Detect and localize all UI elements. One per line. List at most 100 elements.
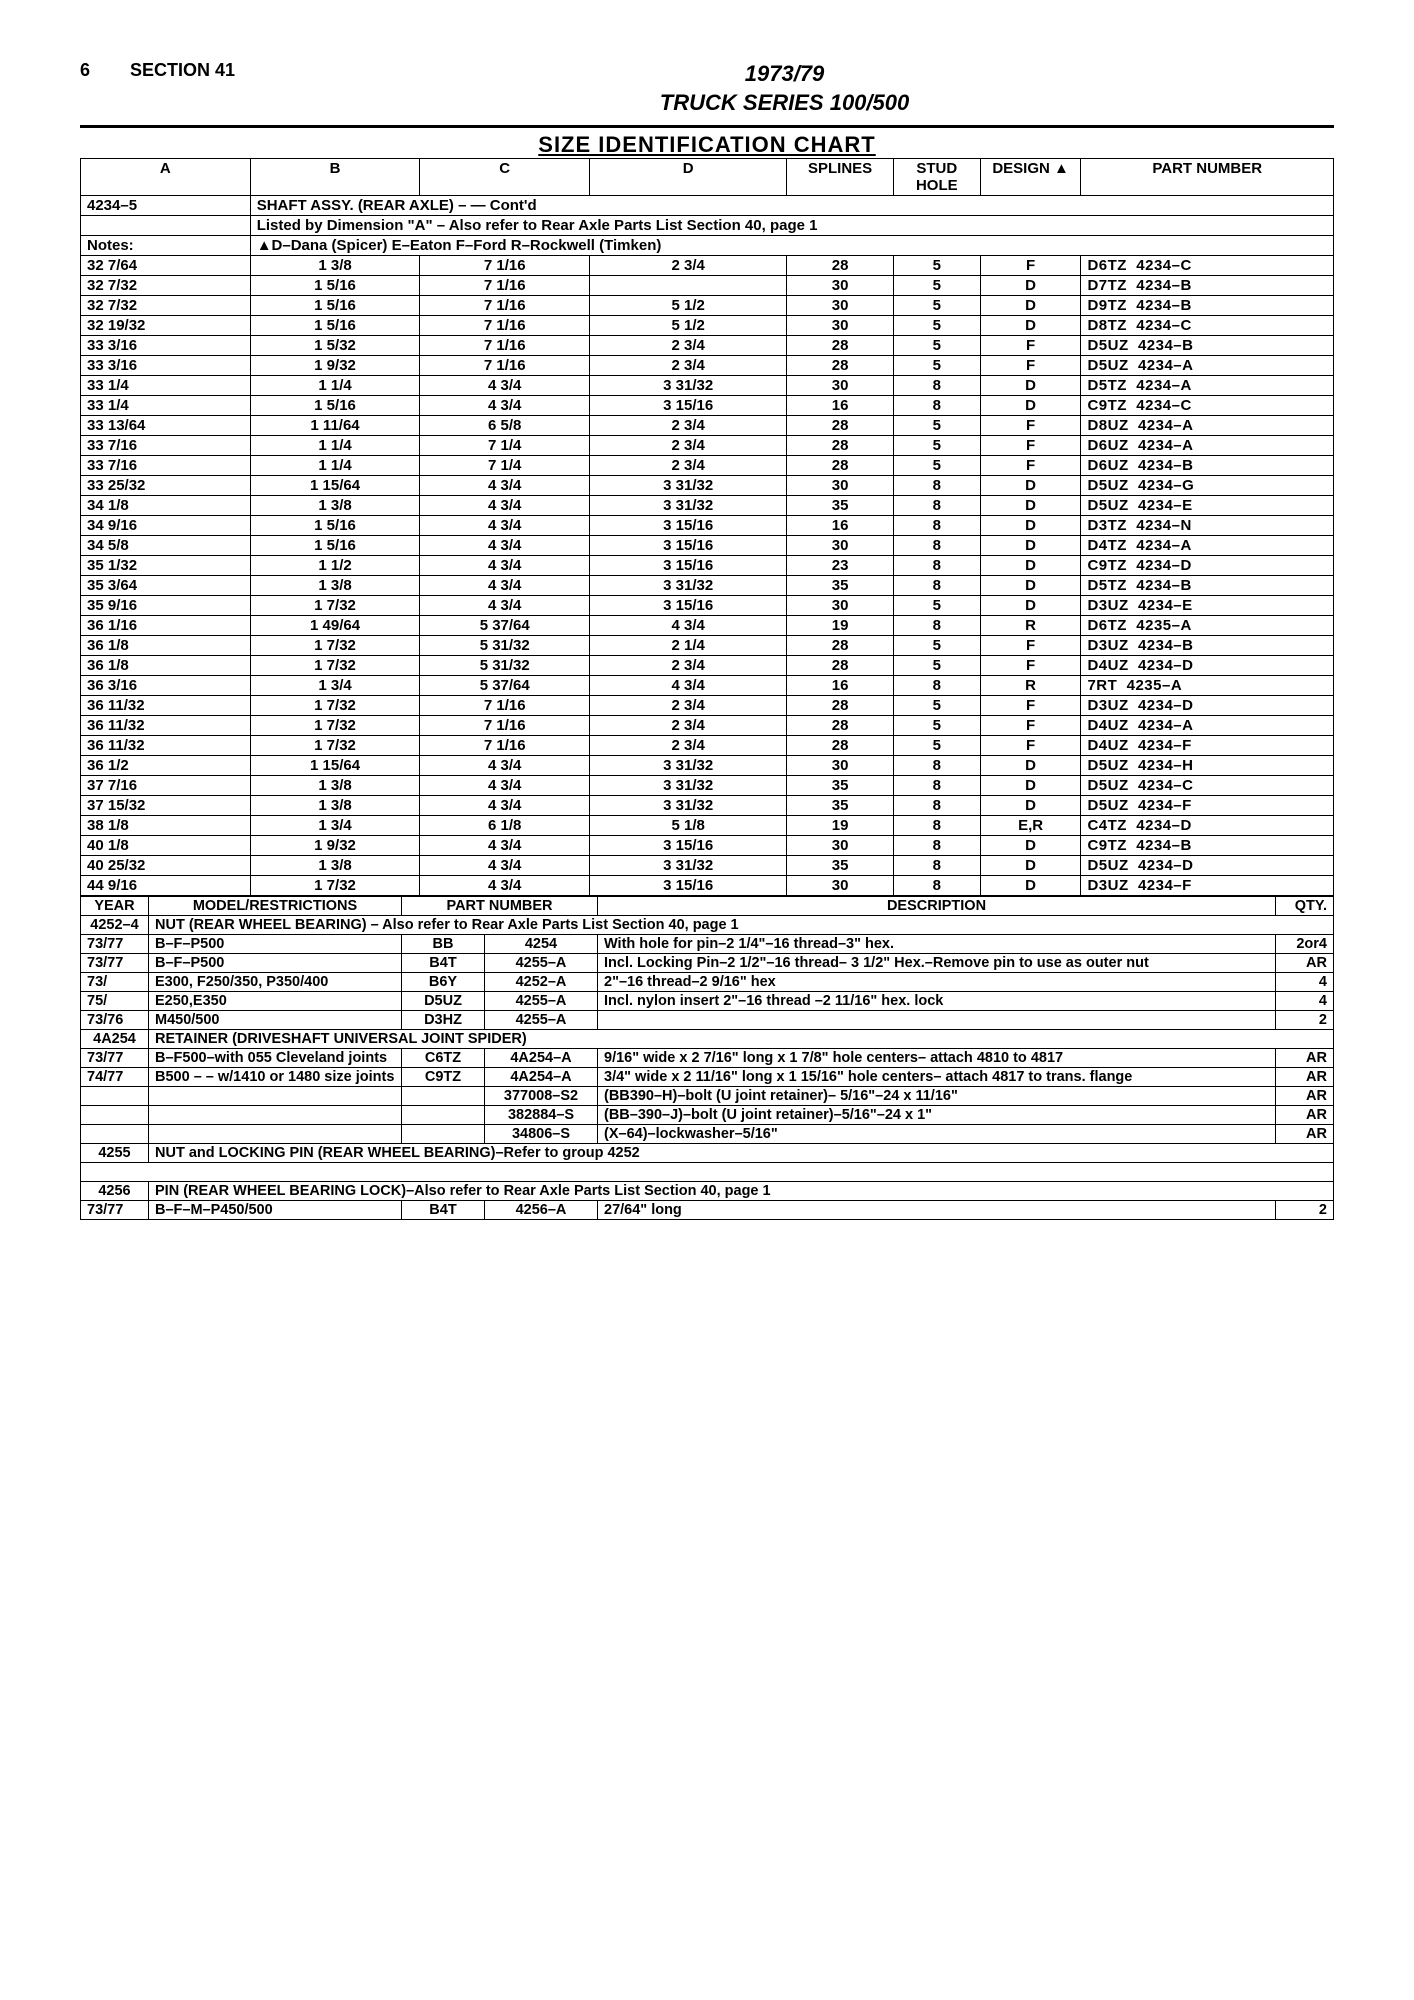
cell-splines: 23 <box>787 556 893 576</box>
cell-pn: D5UZ 4234–A <box>1081 356 1334 376</box>
cell-model: E250,E350 <box>149 992 402 1011</box>
table-row: 40 25/321 3/84 3/43 31/32358DD5UZ 4234–D <box>81 856 1334 876</box>
col-description: DESCRIPTION <box>598 897 1276 916</box>
cell-splines: 30 <box>787 376 893 396</box>
cell-d: 3 15/16 <box>590 836 787 856</box>
section-header-row: 4252–4NUT (REAR WHEEL BEARING) – Also re… <box>81 916 1334 935</box>
cell-pna: B4T <box>402 1201 485 1220</box>
group-title: SHAFT ASSY. (REAR AXLE) – — Cont'd <box>250 196 1333 216</box>
cell-d: 2 3/4 <box>590 456 787 476</box>
cell-desc: (BB390–H)–bolt (U joint retainer)– 5/16"… <box>598 1087 1276 1106</box>
cell-pn: C9TZ 4234–D <box>1081 556 1334 576</box>
cell-c: 7 1/4 <box>420 456 590 476</box>
cell-b: 1 11/64 <box>250 416 420 436</box>
cell-c: 4 3/4 <box>420 796 590 816</box>
cell-c: 4 3/4 <box>420 476 590 496</box>
cell-a: 40 25/32 <box>81 856 251 876</box>
cell-year <box>81 1106 149 1125</box>
cell-pnb: 382884–S <box>485 1106 598 1125</box>
cell-d: 3 15/16 <box>590 516 787 536</box>
col-model: MODEL/RESTRICTIONS <box>149 897 402 916</box>
cell-pnb: 377008–S2 <box>485 1087 598 1106</box>
cell-b: 1 1/4 <box>250 376 420 396</box>
cell-b: 1 15/64 <box>250 756 420 776</box>
section-title: RETAINER (DRIVESHAFT UNIVERSAL JOINT SPI… <box>149 1030 1334 1049</box>
cell-c: 7 1/16 <box>420 716 590 736</box>
cell-d: 3 31/32 <box>590 756 787 776</box>
section-label: SECTION 41 <box>130 60 235 81</box>
table-row: 33 7/161 1/47 1/42 3/4285FD6UZ 4234–B <box>81 456 1334 476</box>
cell-stud: 8 <box>893 396 980 416</box>
cell-model: M450/500 <box>149 1011 402 1030</box>
section-title: NUT (REAR WHEEL BEARING) – Also refer to… <box>149 916 1334 935</box>
cell-pn: 7RT 4235–A <box>1081 676 1334 696</box>
cell-b: 1 3/4 <box>250 676 420 696</box>
cell-c: 4 3/4 <box>420 876 590 896</box>
cell-design: D <box>980 856 1081 876</box>
cell-pn: D5TZ 4234–A <box>1081 376 1334 396</box>
cell-c: 7 1/16 <box>420 696 590 716</box>
cell-b: 1 7/32 <box>250 696 420 716</box>
cell-qty: AR <box>1276 1049 1334 1068</box>
table-row: Notes:▲D–Dana (Spicer) E–Eaton F–Ford R–… <box>81 236 1334 256</box>
cell-pn: D8TZ 4234–C <box>1081 316 1334 336</box>
cell-splines: 19 <box>787 616 893 636</box>
cell-qty: AR <box>1276 1106 1334 1125</box>
cell-b: 1 3/8 <box>250 796 420 816</box>
cell-c: 7 1/16 <box>420 336 590 356</box>
col-d: D <box>590 159 787 196</box>
table-row: 33 1/41 5/164 3/43 15/16168DC9TZ 4234–C <box>81 396 1334 416</box>
section-header-row: 4A254RETAINER (DRIVESHAFT UNIVERSAL JOIN… <box>81 1030 1334 1049</box>
chart-title: SIZE IDENTIFICATION CHART <box>80 132 1334 158</box>
cell-pn: D6TZ 4235–A <box>1081 616 1334 636</box>
cell-pn: C4TZ 4234–D <box>1081 816 1334 836</box>
cell-design: D <box>980 776 1081 796</box>
table-row: 36 11/321 7/327 1/162 3/4285FD4UZ 4234–F <box>81 736 1334 756</box>
cell-pn: D5UZ 4234–F <box>1081 796 1334 816</box>
cell-splines: 30 <box>787 756 893 776</box>
cell-splines: 30 <box>787 296 893 316</box>
cell-splines: 30 <box>787 476 893 496</box>
group-code: 4234–5 <box>81 196 251 216</box>
cell-year: 73/77 <box>81 935 149 954</box>
col-part-number-2: PART NUMBER <box>402 897 598 916</box>
cell-b: 1 5/16 <box>250 536 420 556</box>
cell-b: 1 7/32 <box>250 596 420 616</box>
cell-design: D <box>980 596 1081 616</box>
cell-c: 4 3/4 <box>420 756 590 776</box>
cell-year: 73/77 <box>81 954 149 973</box>
cell-pn: D4UZ 4234–F <box>1081 736 1334 756</box>
cell-design: F <box>980 696 1081 716</box>
table-row: Listed by Dimension "A" – Also refer to … <box>81 216 1334 236</box>
spacer-cell <box>81 1163 1334 1182</box>
cell-splines: 30 <box>787 876 893 896</box>
cell-a: 35 9/16 <box>81 596 251 616</box>
cell-design: F <box>980 716 1081 736</box>
cell-pna: D5UZ <box>402 992 485 1011</box>
cell-a: 32 7/64 <box>81 256 251 276</box>
cell-design: D <box>980 396 1081 416</box>
cell-b: 1 5/16 <box>250 396 420 416</box>
cell-a: 33 1/4 <box>81 376 251 396</box>
cell-splines: 35 <box>787 776 893 796</box>
notes-label: Notes: <box>81 236 251 256</box>
cell-d: 3 31/32 <box>590 856 787 876</box>
cell-a: 32 7/32 <box>81 296 251 316</box>
cell-stud: 8 <box>893 776 980 796</box>
cell-d <box>590 276 787 296</box>
table-row: 36 11/321 7/327 1/162 3/4285FD3UZ 4234–D <box>81 696 1334 716</box>
cell-d: 3 15/16 <box>590 396 787 416</box>
cell-c: 6 1/8 <box>420 816 590 836</box>
cell-model: B–F500–with 055 Cleveland joints <box>149 1049 402 1068</box>
section-code: 4252–4 <box>81 916 149 935</box>
col-design: DESIGN ▲ <box>980 159 1081 196</box>
table-row: 73/77B–F–P500B4T4255–AIncl. Locking Pin–… <box>81 954 1334 973</box>
cell-d: 2 3/4 <box>590 716 787 736</box>
cell-d: 5 1/2 <box>590 296 787 316</box>
cell-pna: C6TZ <box>402 1049 485 1068</box>
table-row: 36 3/161 3/45 37/644 3/4168R7RT 4235–A <box>81 676 1334 696</box>
cell-a: 38 1/8 <box>81 816 251 836</box>
cell-stud: 5 <box>893 596 980 616</box>
cell-a: 36 1/8 <box>81 656 251 676</box>
cell-design: D <box>980 796 1081 816</box>
